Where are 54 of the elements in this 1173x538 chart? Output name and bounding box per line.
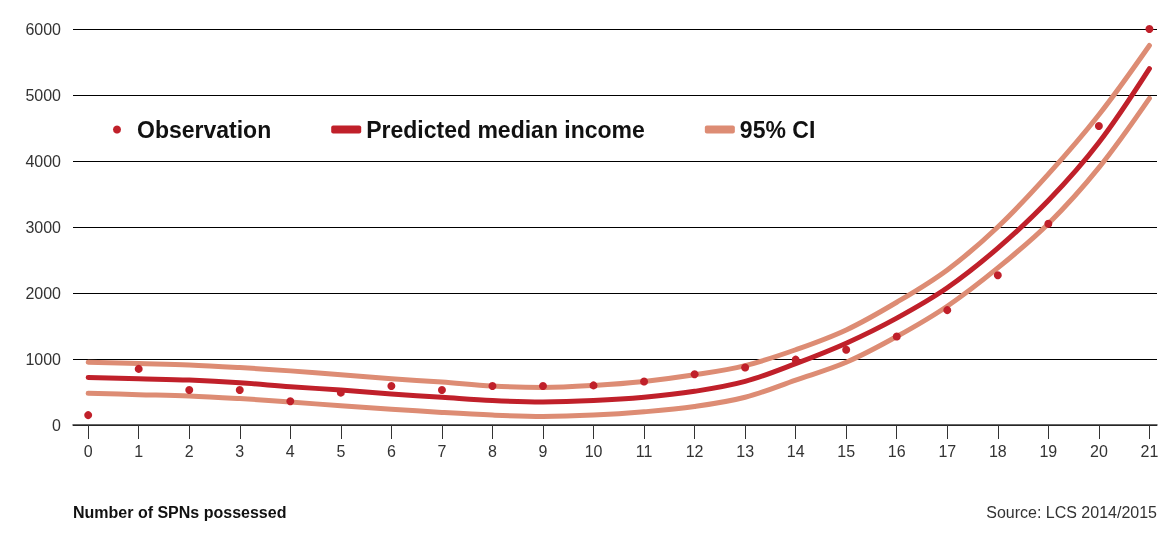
x-axis-title: Number of SPNs possessed xyxy=(73,503,287,521)
x-tick-label: 21 xyxy=(1140,442,1159,460)
x-tick-label: 18 xyxy=(988,442,1007,460)
x-tick-label: 5 xyxy=(336,442,346,460)
y-tick-label: 4000 xyxy=(25,152,62,170)
legend-label: Predicted median income xyxy=(366,116,645,143)
point xyxy=(235,386,244,395)
point xyxy=(134,364,143,373)
x-tick-label: 12 xyxy=(685,442,704,460)
point xyxy=(640,377,649,386)
x-tick-label: 16 xyxy=(887,442,906,460)
legend-label: Observation xyxy=(137,116,272,143)
point xyxy=(842,345,851,354)
x-tick-label: 7 xyxy=(437,442,447,460)
x-tick-label: 14 xyxy=(786,442,805,460)
point xyxy=(1044,219,1053,228)
x-tick-label: 19 xyxy=(1039,442,1058,460)
x-tick-label: 13 xyxy=(736,442,755,460)
point xyxy=(589,381,598,390)
x-tick-label: 10 xyxy=(584,442,603,460)
x-tick-label: 15 xyxy=(837,442,856,460)
y-tick-label: 3000 xyxy=(25,218,62,236)
source-note: Source: LCS 2014/2015 xyxy=(986,503,1158,521)
y-tick-label: 6000 xyxy=(25,20,62,38)
point xyxy=(943,306,952,315)
y-tick-label: 5000 xyxy=(25,86,62,104)
point xyxy=(387,382,396,391)
x-tick-label: 11 xyxy=(635,442,653,460)
x-tick-label: 8 xyxy=(488,442,497,460)
point xyxy=(488,382,497,391)
legend-label: 95% CI xyxy=(739,116,816,143)
x-tick-label: 17 xyxy=(938,442,957,460)
point xyxy=(690,370,699,379)
point xyxy=(84,411,93,420)
x-tick-label: 2 xyxy=(184,442,194,460)
x-tick-label: 20 xyxy=(1089,442,1108,460)
point xyxy=(185,386,194,395)
x-tick-label: 1 xyxy=(134,442,144,460)
point xyxy=(538,382,547,391)
y-tick-label: 0 xyxy=(52,416,62,434)
point xyxy=(741,363,750,372)
y-tick-label: 2000 xyxy=(25,284,62,302)
x-tick-label: 3 xyxy=(235,442,245,460)
point xyxy=(892,332,901,341)
x-tick-label: 0 xyxy=(83,442,93,460)
point xyxy=(437,386,446,395)
x-tick-label: 9 xyxy=(538,442,548,460)
point xyxy=(1094,122,1103,131)
y-tick-label: 1000 xyxy=(25,350,62,368)
point xyxy=(993,271,1002,280)
point xyxy=(286,397,295,406)
point xyxy=(1145,25,1154,33)
x-tick-label: 4 xyxy=(285,442,295,460)
x-tick-label: 6 xyxy=(386,442,396,460)
